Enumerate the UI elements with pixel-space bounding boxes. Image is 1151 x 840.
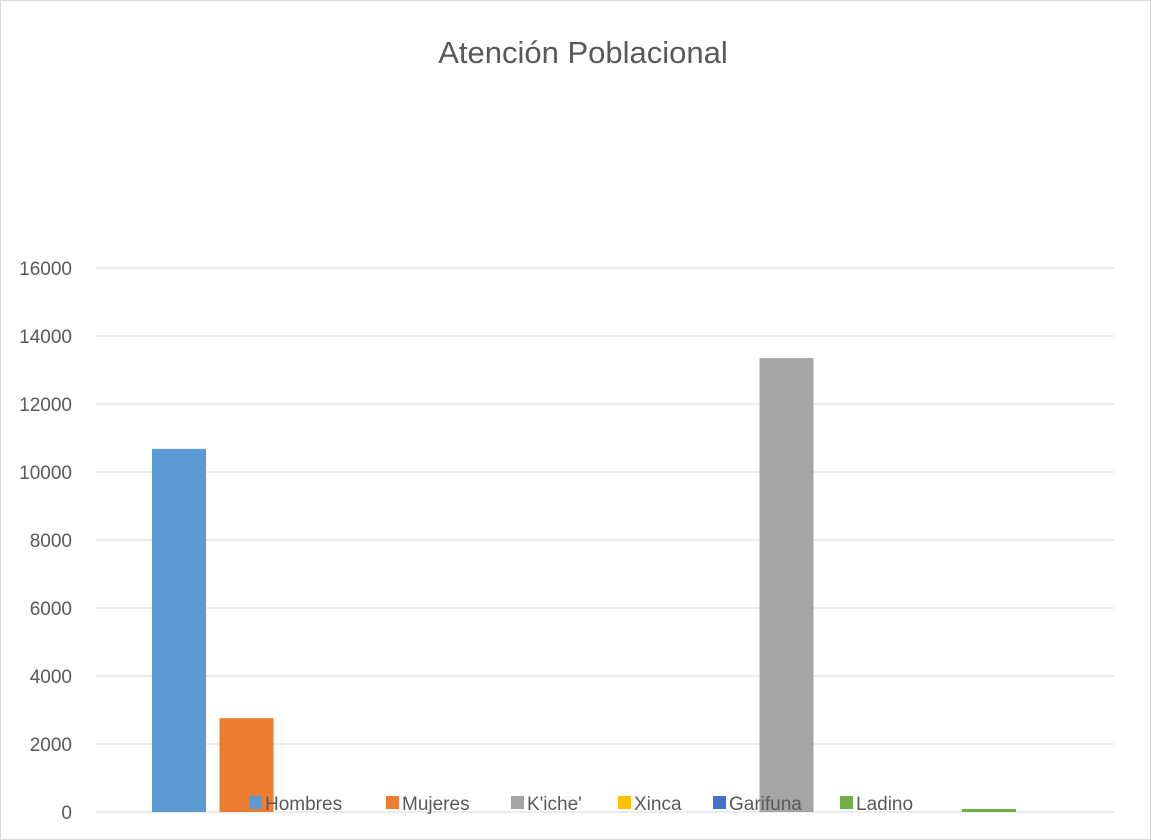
y-tick-label: 4000 xyxy=(30,667,72,688)
y-tick-label: 6000 xyxy=(30,599,72,620)
chart-title: Atención Poblacional xyxy=(438,35,728,70)
y-tick-label: 14000 xyxy=(19,327,72,348)
legend-swatch xyxy=(511,796,524,809)
bar-k-iche- xyxy=(759,358,814,812)
legend-swatch xyxy=(386,796,399,809)
legend-swatch xyxy=(618,796,631,809)
legend-label: Ladino xyxy=(856,794,913,815)
legend-swatch xyxy=(249,796,262,809)
y-tick-label: 16000 xyxy=(19,259,72,280)
legend: Hombres Mujeres K'iche' Xinca Garifuna Ladino xyxy=(249,794,913,815)
y-tick-label: 0 xyxy=(61,803,72,824)
y-tick-label: 2000 xyxy=(30,735,72,756)
legend-label: Hombres xyxy=(265,794,342,815)
bars xyxy=(152,358,1016,812)
legend-label: K'iche' xyxy=(527,794,582,815)
legend-label: Garifuna xyxy=(729,794,802,815)
legend-label: Xinca xyxy=(634,794,682,815)
y-tick-label: 12000 xyxy=(19,395,72,416)
y-tick-label: 8000 xyxy=(30,531,72,552)
bar-ladino xyxy=(962,808,1016,812)
bar-mujeres xyxy=(219,718,274,812)
y-axis-ticks: 0 2000 4000 6000 8000 10000 12000 14000 16000 xyxy=(19,259,72,824)
legend-swatch xyxy=(840,796,853,809)
legend-swatch xyxy=(713,796,726,809)
bar-hombres xyxy=(152,448,206,812)
y-tick-label: 10000 xyxy=(19,463,72,484)
legend-label: Mujeres xyxy=(402,794,470,815)
